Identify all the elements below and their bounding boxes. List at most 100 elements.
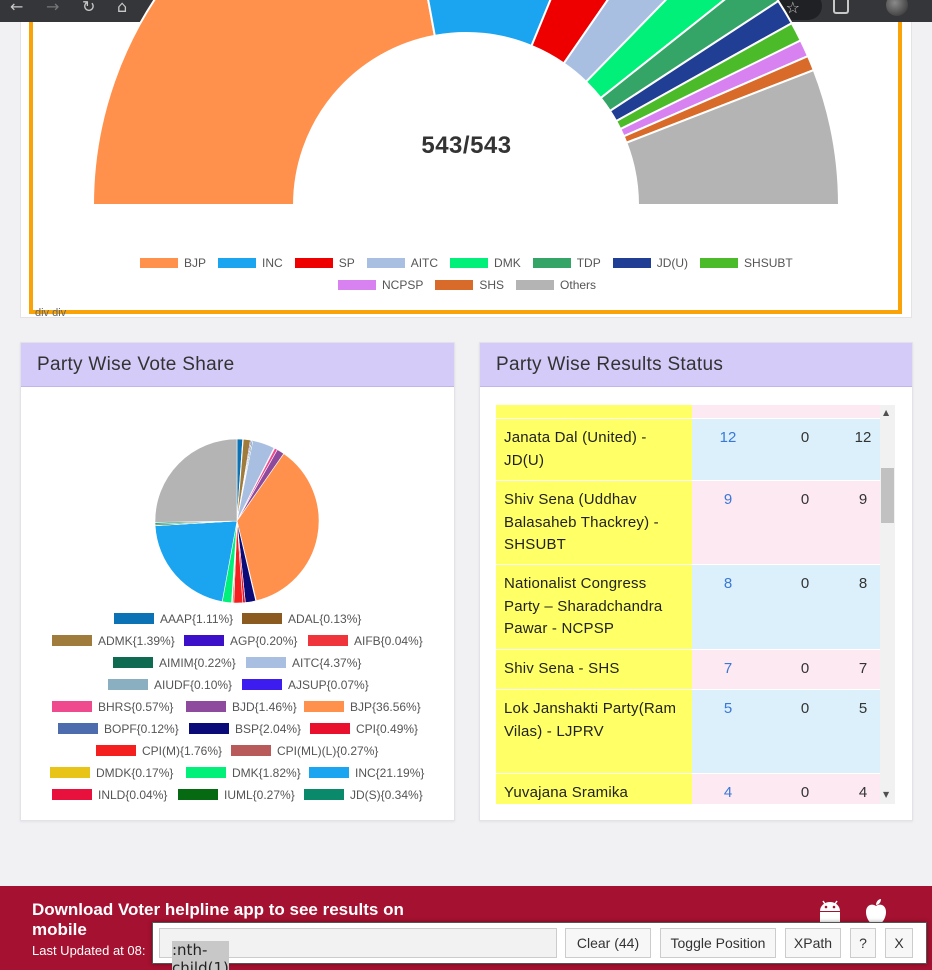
won-count-link[interactable]: 9	[723, 491, 733, 508]
vote-legend-item-agp[interactable]: AGP{0.20%}	[184, 634, 297, 648]
seats-legend-item-sp[interactable]: SP	[294, 256, 355, 270]
pie-slice-bjp[interactable]	[236, 453, 320, 602]
scrollbar-thumb[interactable]	[881, 468, 894, 523]
help-button[interactable]: ?	[850, 928, 876, 958]
legend-label: ADAL{0.13%}	[288, 612, 362, 626]
seats-legend-row-2: NCPSP SHS Others	[338, 278, 608, 292]
table-row[interactable]: Shiv Sena - SHS 7 0 7	[496, 650, 881, 690]
legend-label: Others	[560, 278, 597, 292]
vote-legend-item-iuml[interactable]: IUML{0.27%}	[178, 788, 295, 802]
reload-icon[interactable]: ↻	[82, 0, 96, 16]
won-count-link[interactable]: 8	[723, 575, 733, 592]
home-icon[interactable]: ⌂	[117, 0, 128, 16]
vote-legend-item-bjd[interactable]: BJD{1.46%}	[186, 700, 297, 714]
legend-swatch	[52, 701, 92, 712]
seats-legend-item-aitc[interactable]: AITC	[366, 256, 439, 270]
vote-legend-item-aaap[interactable]: AAAP{1.11%}	[114, 612, 233, 626]
seats-legend-item-dmk[interactable]: DMK	[450, 256, 521, 270]
seats-legend-item-shsubt[interactable]: SHSUBT	[700, 256, 793, 270]
legend-label: AJSUP{0.07%}	[288, 678, 369, 692]
table-row[interactable]: Nationalist Congress Party – Sharadchand…	[496, 565, 881, 650]
legend-swatch	[304, 789, 344, 800]
vote-legend-item-bhrs[interactable]: BHRS{0.57%}	[52, 700, 173, 714]
seats-legend-row-1: BJP INC SP AITC DMK TDP JD(U) SHSUBT	[140, 256, 805, 270]
vote-legend-item-jd-s[interactable]: JD(S){0.34%}	[304, 788, 423, 802]
seats-legend-item-shs[interactable]: SHS	[435, 278, 504, 292]
scroll-down-arrow-icon[interactable]: ▼	[883, 790, 890, 799]
table-row[interactable]	[496, 405, 881, 419]
vote-legend-item-dmdk[interactable]: DMDK{0.17%}	[50, 766, 173, 780]
seats-legend-item-jd-u[interactable]: JD(U)	[612, 256, 688, 270]
legend-swatch	[52, 789, 92, 800]
total-count: 7	[858, 660, 868, 677]
profile-avatar[interactable]	[886, 0, 908, 16]
vote-legend-item-ajsup[interactable]: AJSUP{0.07%}	[242, 678, 369, 692]
legend-swatch	[96, 745, 136, 756]
vote-legend-item-admk[interactable]: ADMK{1.39%}	[52, 634, 175, 648]
table-row[interactable]: Yuvajana Sramika 4 0 4	[496, 774, 881, 804]
legend-swatch	[435, 280, 474, 290]
vote-legend-item-inld[interactable]: INLD{0.04%}	[52, 788, 167, 802]
vote-legend-item-aitc[interactable]: AITC{4.37%}	[246, 656, 361, 670]
vote-legend-item-adal[interactable]: ADAL{0.13%}	[242, 612, 361, 626]
legend-label: AIUDF{0.10%}	[154, 678, 233, 692]
won-count-link[interactable]: 12	[719, 429, 737, 446]
vote-legend-item-inc[interactable]: INC{21.19%}	[309, 766, 424, 780]
scroll-up-arrow-icon[interactable]: ▲	[883, 408, 890, 417]
vote-legend-item-bsp[interactable]: BSP{2.04%}	[189, 722, 301, 736]
seats-legend-item-others[interactable]: Others	[516, 278, 596, 292]
seats-legend-item-ncpsp[interactable]: NCPSP	[338, 278, 423, 292]
android-icon[interactable]	[816, 900, 844, 924]
debug-footnote: div div	[35, 307, 67, 319]
table-row[interactable]: Shiv Sena (Uddhav Balasaheb Thackrey) - …	[496, 481, 881, 565]
apple-icon[interactable]	[862, 898, 890, 924]
legend-label: ADMK{1.39%}	[98, 634, 175, 648]
back-icon[interactable]: ←	[10, 0, 24, 16]
seat-arc-bjp[interactable]	[91, 0, 436, 206]
seat-arc-inc[interactable]	[398, 0, 608, 48]
bookmark-star-icon[interactable]: ☆	[785, 0, 800, 17]
table-scrollbar[interactable]: ▲ ▼	[880, 405, 895, 804]
extensions-icon[interactable]	[833, 0, 849, 14]
vote-legend-item-aifb[interactable]: AIFB{0.04%}	[308, 634, 423, 648]
legend-label: BHRS{0.57%}	[98, 700, 174, 714]
clear-button[interactable]: Clear (44)	[565, 928, 651, 958]
legend-label: AIFB{0.04%}	[354, 634, 423, 648]
vote-legend-item-dmk[interactable]: DMK{1.82%}	[186, 766, 301, 780]
seats-legend-item-tdp[interactable]: TDP	[532, 256, 601, 270]
pie-slice-others[interactable]	[154, 438, 238, 523]
won-count-link[interactable]: 7	[723, 660, 733, 677]
legend-label: BOPF{0.12%}	[104, 722, 179, 736]
seat-arc-others[interactable]	[625, 68, 841, 206]
results-table[interactable]: Janata Dal (United) - JD(U) 12 0 12 Shiv…	[496, 405, 881, 804]
legend-label: BJP{36.56%}	[350, 700, 421, 714]
won-count-link[interactable]: 5	[723, 700, 733, 717]
seat-arc-sp[interactable]	[530, 0, 678, 65]
legend-swatch	[338, 280, 376, 290]
won-count-link[interactable]: 4	[723, 784, 733, 801]
vote-legend-item-bjp[interactable]: BJP{36.56%}	[304, 700, 421, 714]
vote-legend-item-cpi[interactable]: CPI{0.49%}	[310, 722, 418, 736]
legend-label: TDP	[576, 256, 601, 270]
legend-swatch	[242, 679, 282, 690]
vote-legend-item-aimim[interactable]: AIMIM{0.22%}	[113, 656, 236, 670]
vote-legend-item-cpi-ml-l[interactable]: CPI(ML)(L){0.27%}	[231, 744, 378, 758]
seats-legend-item-inc[interactable]: INC	[218, 256, 283, 270]
close-button[interactable]: X	[885, 928, 913, 958]
legend-label: AITC	[410, 256, 439, 270]
legend-swatch	[532, 258, 571, 268]
vote-legend-item-aiudf[interactable]: AIUDF{0.10%}	[108, 678, 232, 692]
seats-legend-item-bjp[interactable]: BJP	[140, 256, 206, 270]
table-row[interactable]: Lok Janshakti Party(Ram Vilas) - LJPRV 5…	[496, 690, 881, 774]
total-count: 9	[858, 491, 868, 508]
toggle-position-button[interactable]: Toggle Position	[660, 928, 776, 958]
pie-slice-inc[interactable]	[154, 520, 238, 603]
table-row[interactable]: Janata Dal (United) - JD(U) 12 0 12	[496, 419, 881, 481]
xpath-button[interactable]: XPath	[785, 928, 841, 958]
vote-legend-item-cpi-m[interactable]: CPI(M){1.76%}	[96, 744, 222, 758]
selector-input[interactable]: tr > :nth-child(1)	[159, 928, 557, 970]
vote-legend-item-bopf[interactable]: BOPF{0.12%}	[58, 722, 179, 736]
legend-swatch	[186, 767, 226, 778]
leading-count: 0	[800, 700, 810, 717]
forward-icon[interactable]: →	[46, 0, 60, 16]
